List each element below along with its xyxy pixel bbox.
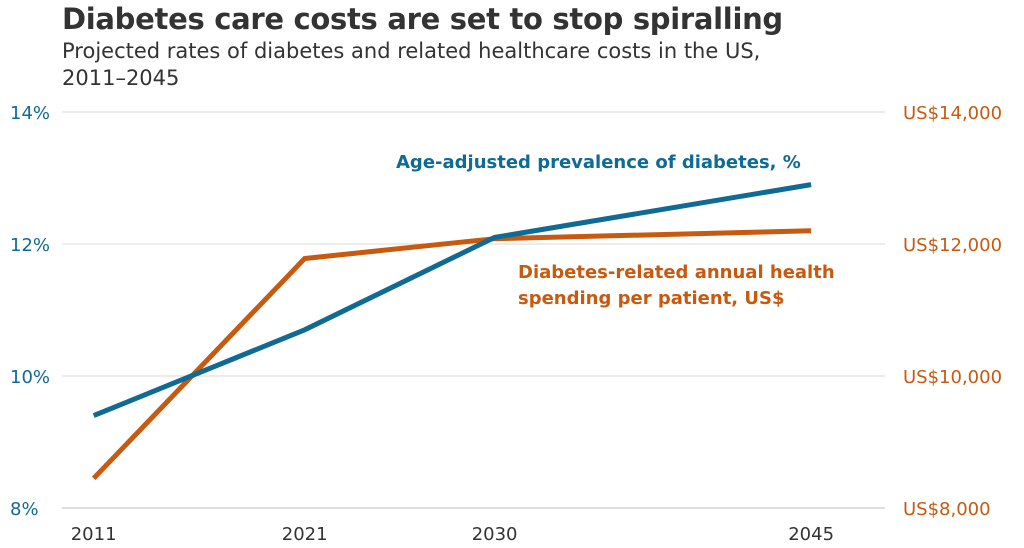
right-tick-label: US$10,000 [903,367,1002,388]
chart-title: Diabetes care costs are set to stop spir… [62,2,783,36]
prevalence-line [92,182,812,418]
x-axis-ticks: 2011 2021 2030 2045 [71,524,834,545]
x-tick-label: 2011 [71,524,117,545]
right-tick-label: US$12,000 [903,235,1002,256]
prevalence-series-label: Age-adjusted prevalence of diabetes, % [396,152,801,173]
spending-series-label: Diabetes-related annual health spending p… [518,262,835,309]
x-tick-label: 2045 [788,524,834,545]
left-tick-label: 12% [10,235,50,256]
left-tick-label: 8% [10,499,39,520]
x-tick-label: 2030 [472,524,518,545]
series-labels: Age-adjusted prevalence of diabetes, % Di… [396,152,835,309]
x-tick-label: 2021 [282,524,328,545]
spending-line [91,228,812,481]
left-axis-ticks: 8% 10% 12% 14% [10,103,50,520]
left-tick-label: 10% [10,367,50,388]
series-lines [91,182,812,481]
left-tick-label: 14% [10,103,50,124]
chart-subtitle: Projected rates of diabetes and related … [62,39,761,90]
right-axis-ticks: US$8,000 US$10,000 US$12,000 US$14,000 [903,103,1002,520]
gridlines [62,111,885,509]
right-tick-label: US$14,000 [903,103,1002,124]
right-tick-label: US$8,000 [903,499,991,520]
